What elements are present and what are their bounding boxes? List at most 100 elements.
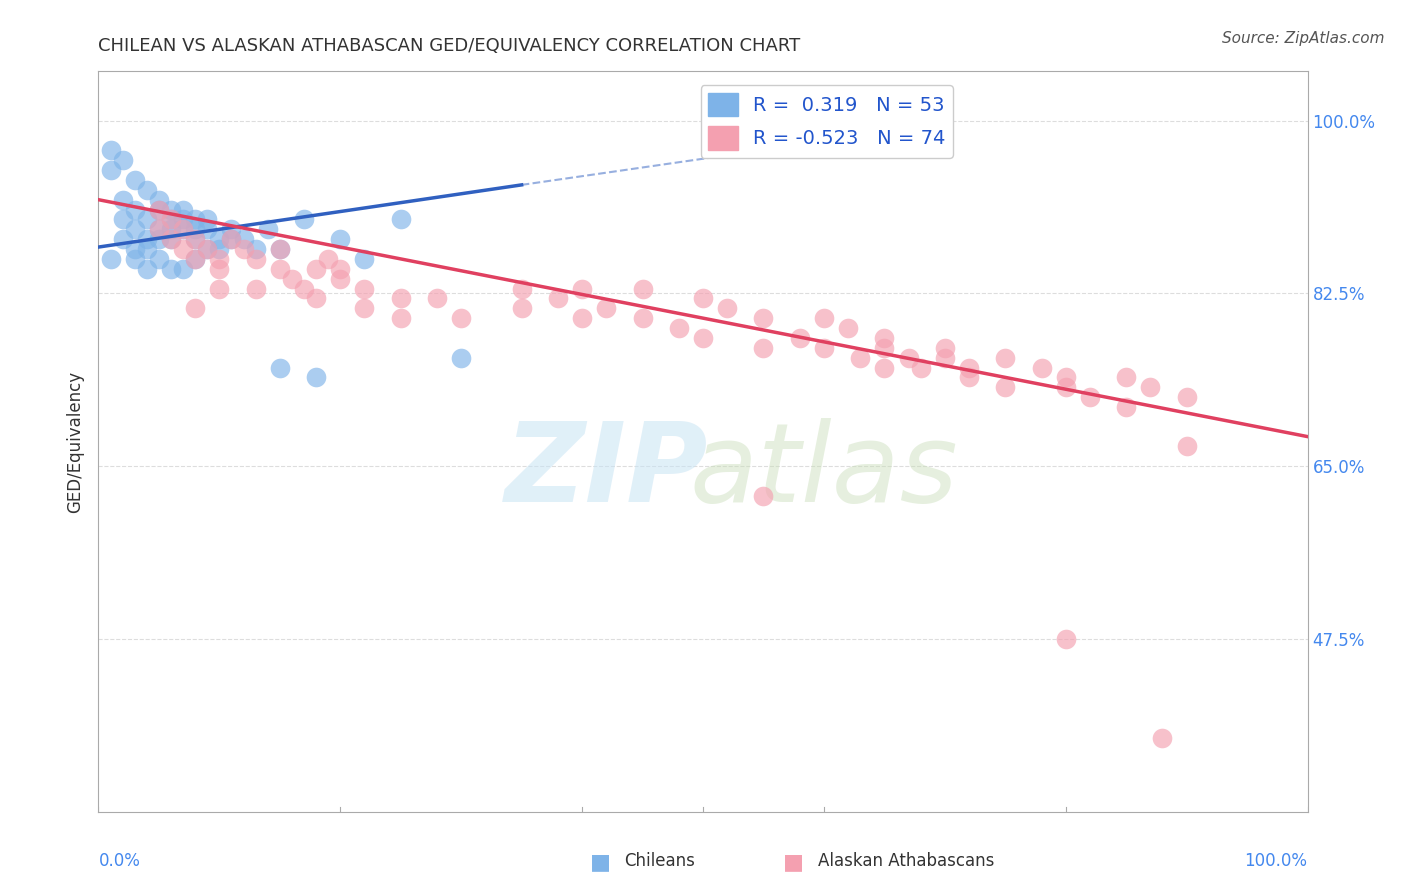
Point — [547, 292, 569, 306]
Point — [668, 321, 690, 335]
Legend: R =  0.319   N = 53, R = -0.523   N = 74: R = 0.319 N = 53, R = -0.523 N = 74 — [700, 85, 953, 158]
Point — [195, 212, 218, 227]
Point — [232, 242, 254, 256]
Point — [281, 271, 304, 285]
Text: Alaskan Athabascans: Alaskan Athabascans — [818, 853, 994, 871]
Point — [245, 252, 267, 266]
Point — [208, 252, 231, 266]
Point — [994, 351, 1017, 365]
Point — [148, 202, 170, 217]
Point — [1115, 370, 1137, 384]
Point — [716, 301, 738, 316]
Point — [221, 232, 243, 246]
Point — [208, 242, 231, 256]
Point — [135, 261, 157, 276]
Point — [305, 261, 328, 276]
Point — [184, 301, 207, 316]
Point — [269, 242, 291, 256]
Point — [135, 212, 157, 227]
Point — [752, 341, 775, 355]
Point — [450, 311, 472, 326]
Text: 0.0%: 0.0% — [98, 853, 141, 871]
Point — [124, 242, 146, 256]
Point — [148, 222, 170, 236]
Point — [329, 261, 352, 276]
Y-axis label: GED/Equivalency: GED/Equivalency — [66, 370, 84, 513]
Point — [160, 232, 183, 246]
Point — [426, 292, 449, 306]
Point — [232, 232, 254, 246]
Point — [172, 222, 194, 236]
Point — [195, 242, 218, 256]
Point — [1175, 390, 1198, 404]
Point — [305, 370, 328, 384]
Point — [897, 351, 920, 365]
Point — [160, 261, 183, 276]
Point — [1115, 400, 1137, 414]
Point — [510, 301, 533, 316]
Point — [269, 261, 291, 276]
Point — [873, 341, 896, 355]
Point — [221, 232, 243, 246]
Point — [595, 301, 617, 316]
Point — [172, 242, 194, 256]
Point — [135, 242, 157, 256]
Point — [752, 489, 775, 503]
Point — [813, 341, 835, 355]
Point — [329, 271, 352, 285]
Point — [1054, 632, 1077, 646]
Point — [245, 242, 267, 256]
Point — [389, 311, 412, 326]
Point — [124, 252, 146, 266]
Point — [1152, 731, 1174, 745]
Point — [208, 261, 231, 276]
Point — [172, 212, 194, 227]
Point — [160, 212, 183, 227]
Point — [316, 252, 339, 266]
Point — [269, 360, 291, 375]
Point — [124, 202, 146, 217]
Point — [160, 202, 183, 217]
Point — [135, 183, 157, 197]
Point — [292, 212, 315, 227]
Point — [100, 163, 122, 178]
Point — [208, 232, 231, 246]
Point — [837, 321, 859, 335]
Point — [124, 222, 146, 236]
Point — [1078, 390, 1101, 404]
Point — [957, 360, 980, 375]
Point — [994, 380, 1017, 394]
Point — [184, 232, 207, 246]
Point — [692, 331, 714, 345]
Text: CHILEAN VS ALASKAN ATHABASCAN GED/EQUIVALENCY CORRELATION CHART: CHILEAN VS ALASKAN ATHABASCAN GED/EQUIVA… — [98, 37, 800, 54]
Point — [510, 281, 533, 295]
Point — [195, 242, 218, 256]
Point — [100, 252, 122, 266]
Point — [1031, 360, 1053, 375]
Point — [571, 311, 593, 326]
Point — [813, 311, 835, 326]
Point — [184, 222, 207, 236]
Point — [135, 232, 157, 246]
Point — [100, 144, 122, 158]
Point — [789, 331, 811, 345]
Point — [160, 222, 183, 236]
Point — [184, 232, 207, 246]
Point — [111, 153, 134, 168]
Point — [957, 370, 980, 384]
Point — [1139, 380, 1161, 394]
Point — [221, 222, 243, 236]
Point — [269, 242, 291, 256]
Point — [934, 351, 956, 365]
Point — [329, 232, 352, 246]
Point — [1175, 440, 1198, 454]
Point — [111, 193, 134, 207]
Point — [184, 252, 207, 266]
Point — [305, 292, 328, 306]
Point — [873, 331, 896, 345]
Point — [172, 202, 194, 217]
Point — [849, 351, 872, 365]
Point — [389, 292, 412, 306]
Point — [1054, 380, 1077, 394]
Point — [148, 252, 170, 266]
